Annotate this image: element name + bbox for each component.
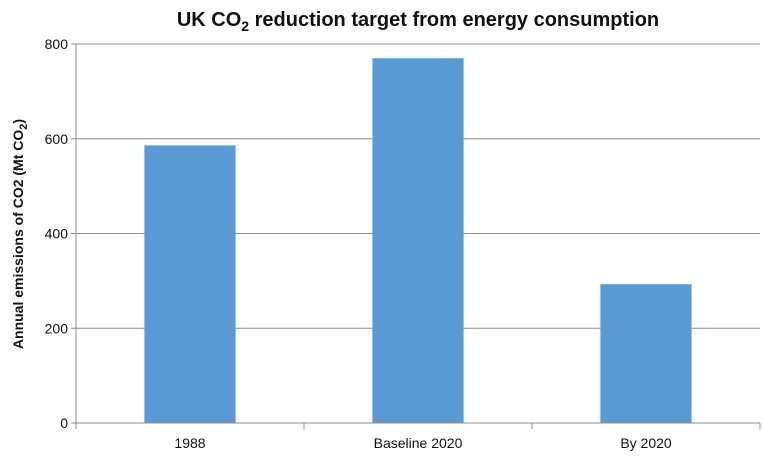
bar xyxy=(600,284,692,423)
bar xyxy=(144,145,236,423)
y-tick-label: 200 xyxy=(45,320,69,336)
y-tick-label: 800 xyxy=(45,36,69,52)
x-tick-label: 1988 xyxy=(174,435,205,451)
y-tick-label: 600 xyxy=(45,131,69,147)
x-tick-label: By 2020 xyxy=(620,435,672,451)
bar xyxy=(372,58,464,424)
y-axis-label: Annual emissions of CO2 (Mt CO2) xyxy=(10,119,30,349)
y-tick-label: 400 xyxy=(45,226,69,242)
x-tick-labels: 1988 Baseline 2020 By 2020 xyxy=(174,435,671,451)
y-tick-label: 0 xyxy=(60,415,68,431)
y-tick-labels: 0 200 400 600 800 xyxy=(45,36,69,431)
bars xyxy=(144,58,692,424)
x-tick-label: Baseline 2020 xyxy=(374,435,463,451)
chart-title: UK CO2 reduction target from energy cons… xyxy=(177,9,659,34)
axes xyxy=(71,43,761,429)
